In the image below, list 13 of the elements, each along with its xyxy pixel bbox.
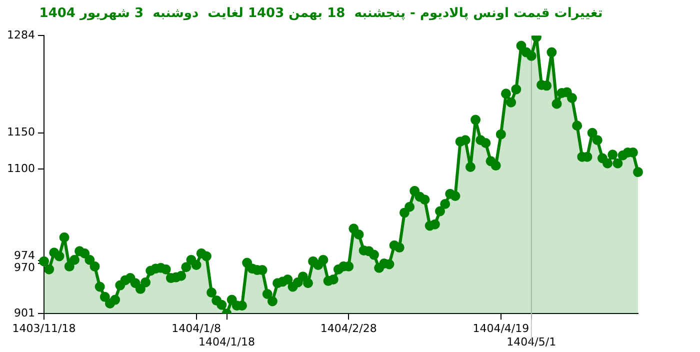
x-tick-label: 1404/1/18: [198, 335, 255, 348]
y-tick-label: 1100: [6, 162, 35, 176]
y-tick-label: 970: [14, 260, 35, 274]
y-tick-label: 1284: [6, 28, 35, 42]
x-tick-label: 1404/5/1: [506, 335, 556, 348]
x-tick-label: 1404/2/28: [320, 322, 377, 336]
x-tick-label: 1404/1/8: [172, 322, 222, 336]
y-tick-label: 1150: [6, 126, 35, 139]
y-tick-label: 974: [14, 249, 35, 262]
y-tick-label: 901: [14, 306, 35, 320]
x-tick-label: 1403/11/18: [12, 322, 76, 336]
chart-title: تغییرات قیمت اونس پالادیوم - پنجشنبه 18 بهمن 1403 لغایت دوشنبه 3 شهریور 1404: [39, 6, 603, 22]
x-tick-label: 1404/4/19: [472, 322, 530, 336]
